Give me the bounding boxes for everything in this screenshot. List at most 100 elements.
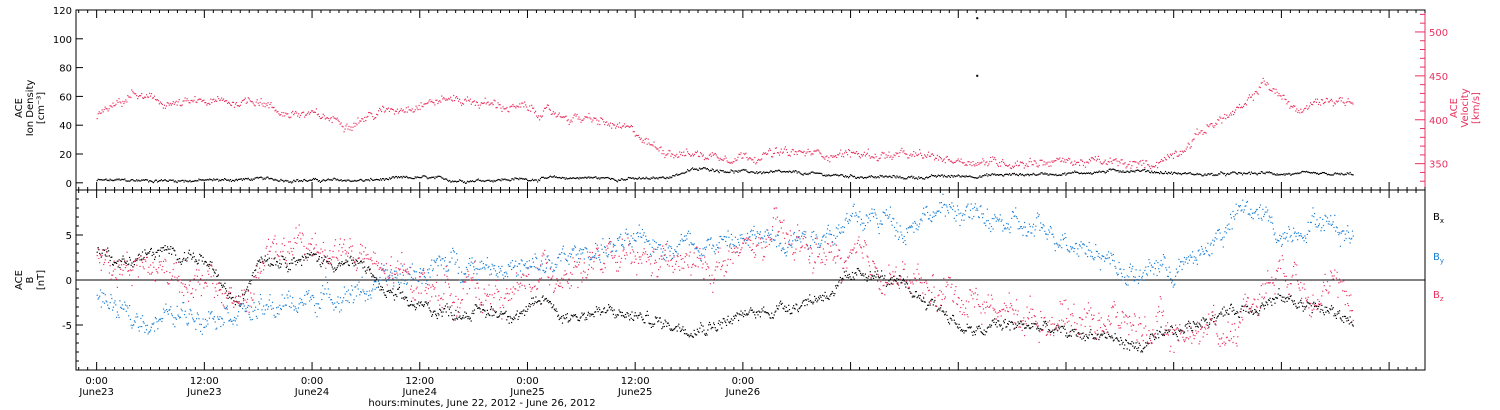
- data-point: [298, 180, 300, 183]
- data-point: [601, 177, 603, 179]
- data-point: [214, 100, 216, 103]
- data-point: [771, 312, 773, 314]
- data-point: [490, 308, 492, 311]
- data-point: [769, 317, 771, 319]
- data-point: [435, 176, 437, 178]
- data-point: [1321, 304, 1323, 306]
- data-point: [104, 179, 106, 181]
- data-point: [218, 98, 220, 100]
- data-point: [200, 255, 202, 257]
- data-point: [549, 175, 551, 177]
- data-point: [1091, 334, 1093, 336]
- data-point: [1081, 159, 1083, 161]
- data-point: [173, 181, 175, 183]
- data-point: [582, 252, 584, 254]
- data-point: [713, 153, 715, 155]
- data-point: [1282, 300, 1284, 302]
- data-point: [460, 102, 462, 104]
- data-point: [841, 155, 843, 157]
- data-point: [667, 247, 669, 249]
- data-point: [1119, 344, 1121, 346]
- data-point: [541, 176, 544, 178]
- data-point: [492, 265, 494, 267]
- data-point: [211, 102, 213, 104]
- data-point: [946, 176, 948, 178]
- data-point: [459, 315, 461, 317]
- data-point: [979, 175, 981, 177]
- data-point: [536, 115, 538, 117]
- data-point: [392, 109, 394, 111]
- data-point: [564, 253, 566, 255]
- data-point: [567, 321, 569, 323]
- data-point: [965, 330, 967, 332]
- data-point: [965, 175, 967, 177]
- data-point: [860, 272, 862, 274]
- data-point: [186, 180, 188, 182]
- data-point: [1337, 311, 1339, 313]
- data-point: [1326, 310, 1329, 312]
- data-point: [623, 123, 626, 125]
- data-point: [618, 309, 620, 311]
- data-point: [586, 116, 588, 118]
- data-point: [1210, 173, 1212, 175]
- data-point: [916, 297, 918, 299]
- data-point: [457, 311, 459, 313]
- data-point: [145, 329, 148, 331]
- data-point: [704, 157, 706, 159]
- data-point: [248, 178, 250, 181]
- data-point: [589, 117, 591, 119]
- data-point: [624, 126, 626, 128]
- data-point: [279, 262, 281, 264]
- data-point: [435, 313, 437, 315]
- data-point: [982, 333, 984, 336]
- data-point: [881, 275, 883, 277]
- data-point: [104, 106, 106, 108]
- data-point: [638, 224, 640, 226]
- data-point: [242, 99, 244, 101]
- data-point: [393, 113, 395, 115]
- data-point: [584, 176, 586, 178]
- data-point: [154, 99, 157, 101]
- data-point: [491, 263, 493, 265]
- data-point: [759, 159, 761, 161]
- data-point: [1272, 173, 1274, 176]
- data-point: [525, 178, 527, 180]
- data-point: [694, 153, 696, 155]
- data-point: [418, 272, 421, 274]
- data-point: [225, 178, 227, 180]
- data-point: [139, 259, 141, 261]
- data-point: [1002, 175, 1004, 177]
- data-point: [1192, 173, 1194, 175]
- data-point: [228, 102, 231, 104]
- data-point: [119, 300, 121, 302]
- data-point: [1299, 172, 1301, 174]
- data-point: [204, 326, 206, 328]
- data-point: [777, 308, 779, 310]
- data-point: [934, 175, 937, 177]
- data-point: [1116, 160, 1118, 162]
- data-point: [1019, 173, 1021, 175]
- data-point: [625, 178, 627, 181]
- data-point: [329, 293, 331, 296]
- data-point: [446, 303, 448, 305]
- data-point: [462, 280, 464, 283]
- data-point: [563, 177, 565, 179]
- data-point: [227, 179, 229, 181]
- data-point: [494, 100, 496, 102]
- data-point: [262, 105, 264, 107]
- data-point: [486, 309, 488, 311]
- data-point: [586, 248, 588, 250]
- data-point: [924, 178, 926, 180]
- data-point: [1225, 312, 1228, 314]
- data-point: [400, 108, 402, 110]
- data-point: [192, 256, 194, 258]
- data-point: [1341, 320, 1343, 322]
- data-point: [1138, 163, 1140, 165]
- data-point: [869, 271, 871, 273]
- data-point: [1236, 173, 1238, 175]
- data-point: [1121, 171, 1123, 173]
- data-point: [255, 101, 257, 103]
- data-point: [573, 177, 575, 179]
- data-point: [368, 112, 370, 114]
- data-point: [242, 293, 244, 295]
